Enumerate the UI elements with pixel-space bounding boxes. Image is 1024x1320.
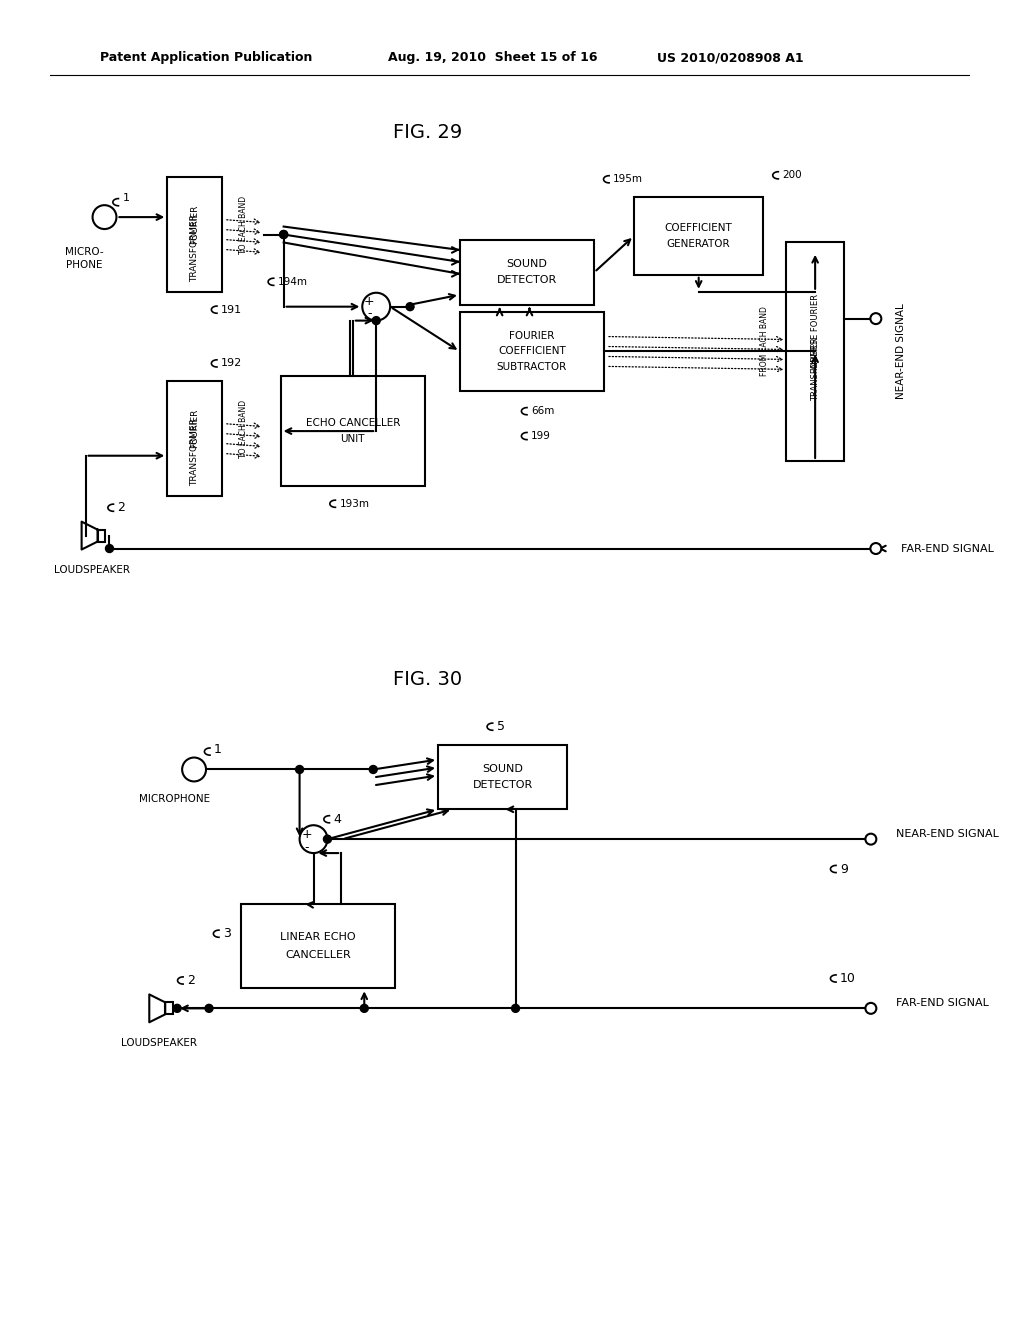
Bar xyxy=(165,1002,173,1014)
Text: 3: 3 xyxy=(223,927,230,940)
Bar xyxy=(786,242,844,461)
Text: TRANSFORMER: TRANSFORMER xyxy=(190,215,199,282)
Text: +: + xyxy=(364,296,375,308)
Circle shape xyxy=(324,836,332,843)
Bar xyxy=(167,177,222,292)
Text: 2: 2 xyxy=(187,974,195,987)
Text: 1: 1 xyxy=(214,743,222,756)
Text: 194m: 194m xyxy=(278,277,307,286)
Polygon shape xyxy=(150,994,165,1022)
Text: UNIT: UNIT xyxy=(341,434,366,444)
Text: 66m: 66m xyxy=(531,407,554,416)
Text: +: + xyxy=(301,828,312,841)
Bar xyxy=(634,197,763,275)
Text: SOUND: SOUND xyxy=(482,764,523,774)
Circle shape xyxy=(360,1005,369,1012)
Circle shape xyxy=(512,1005,519,1012)
Text: FROM EACH BAND: FROM EACH BAND xyxy=(760,306,769,376)
Circle shape xyxy=(296,766,303,774)
Text: 195m: 195m xyxy=(613,174,643,185)
Circle shape xyxy=(173,1005,181,1012)
Polygon shape xyxy=(82,521,97,549)
Text: CANCELLER: CANCELLER xyxy=(285,950,351,960)
Text: -: - xyxy=(367,308,372,321)
Circle shape xyxy=(870,313,882,325)
Text: 193m: 193m xyxy=(339,499,370,508)
Text: SOUND: SOUND xyxy=(507,259,548,269)
Text: COEFFICIENT: COEFFICIENT xyxy=(665,223,732,234)
Bar xyxy=(241,904,395,989)
Text: Patent Application Publication: Patent Application Publication xyxy=(99,51,312,65)
Text: FAR-END SIGNAL: FAR-END SIGNAL xyxy=(901,544,993,553)
Text: 1: 1 xyxy=(123,193,129,203)
Text: 4: 4 xyxy=(334,813,341,826)
Bar xyxy=(97,529,105,541)
Text: TRANSFORMER: TRANSFORMER xyxy=(190,418,199,487)
Text: -: - xyxy=(304,841,309,854)
Text: US 2010/0208908 A1: US 2010/0208908 A1 xyxy=(656,51,804,65)
Text: LOUDSPEAKER: LOUDSPEAKER xyxy=(121,1039,198,1048)
Text: 192: 192 xyxy=(221,359,243,368)
Text: 9: 9 xyxy=(840,862,848,875)
Bar xyxy=(460,312,604,391)
Circle shape xyxy=(300,825,328,853)
Text: FOURIER: FOURIER xyxy=(509,330,555,341)
Text: 191: 191 xyxy=(221,305,242,314)
Text: DETECTOR: DETECTOR xyxy=(472,780,532,789)
Circle shape xyxy=(92,205,117,230)
Circle shape xyxy=(280,231,288,239)
Text: GENERATOR: GENERATOR xyxy=(667,239,730,249)
Circle shape xyxy=(373,317,380,325)
Text: LINEAR ECHO: LINEAR ECHO xyxy=(281,932,355,942)
Circle shape xyxy=(407,302,414,310)
Bar xyxy=(281,376,425,486)
Text: FAR-END SIGNAL: FAR-END SIGNAL xyxy=(896,998,988,1008)
Text: PHONE: PHONE xyxy=(67,260,102,269)
Circle shape xyxy=(205,1005,213,1012)
Circle shape xyxy=(865,834,877,845)
Circle shape xyxy=(105,545,114,553)
Text: NEAR-END SIGNAL: NEAR-END SIGNAL xyxy=(896,829,998,840)
Text: MICRO-: MICRO- xyxy=(66,247,103,257)
Text: MICROPHONE: MICROPHONE xyxy=(138,795,210,804)
Bar xyxy=(438,744,567,809)
Circle shape xyxy=(870,543,882,554)
Text: FOURIER: FOURIER xyxy=(190,205,199,244)
Circle shape xyxy=(182,758,206,781)
Text: TRANSFORMER: TRANSFORMER xyxy=(811,338,819,401)
Bar xyxy=(167,381,222,496)
Text: FIG. 30: FIG. 30 xyxy=(393,671,463,689)
Bar xyxy=(460,240,594,305)
Text: ECHO CANCELLER: ECHO CANCELLER xyxy=(305,418,400,428)
Text: NEAR-END SIGNAL: NEAR-END SIGNAL xyxy=(896,304,905,400)
Text: LOUDSPEAKER: LOUDSPEAKER xyxy=(53,565,130,576)
Text: TO EACH BAND: TO EACH BAND xyxy=(240,400,249,458)
Text: 199: 199 xyxy=(531,432,551,441)
Text: 5: 5 xyxy=(497,721,505,733)
Text: 2: 2 xyxy=(118,502,125,515)
Text: SUBTRACTOR: SUBTRACTOR xyxy=(497,363,567,372)
Text: Aug. 19, 2010  Sheet 15 of 16: Aug. 19, 2010 Sheet 15 of 16 xyxy=(388,51,598,65)
Text: TO EACH BAND: TO EACH BAND xyxy=(240,195,249,253)
Text: FIG. 29: FIG. 29 xyxy=(393,123,463,143)
Circle shape xyxy=(362,293,390,321)
Text: DETECTOR: DETECTOR xyxy=(497,276,557,285)
Circle shape xyxy=(865,1003,877,1014)
Text: COEFFICIENT: COEFFICIENT xyxy=(498,346,566,356)
Text: FOURIER: FOURIER xyxy=(190,409,199,449)
Text: 10: 10 xyxy=(840,972,856,985)
Text: INVERSE FOURIER: INVERSE FOURIER xyxy=(811,293,819,370)
Text: 200: 200 xyxy=(782,170,802,181)
Circle shape xyxy=(370,766,377,774)
Circle shape xyxy=(280,231,288,239)
